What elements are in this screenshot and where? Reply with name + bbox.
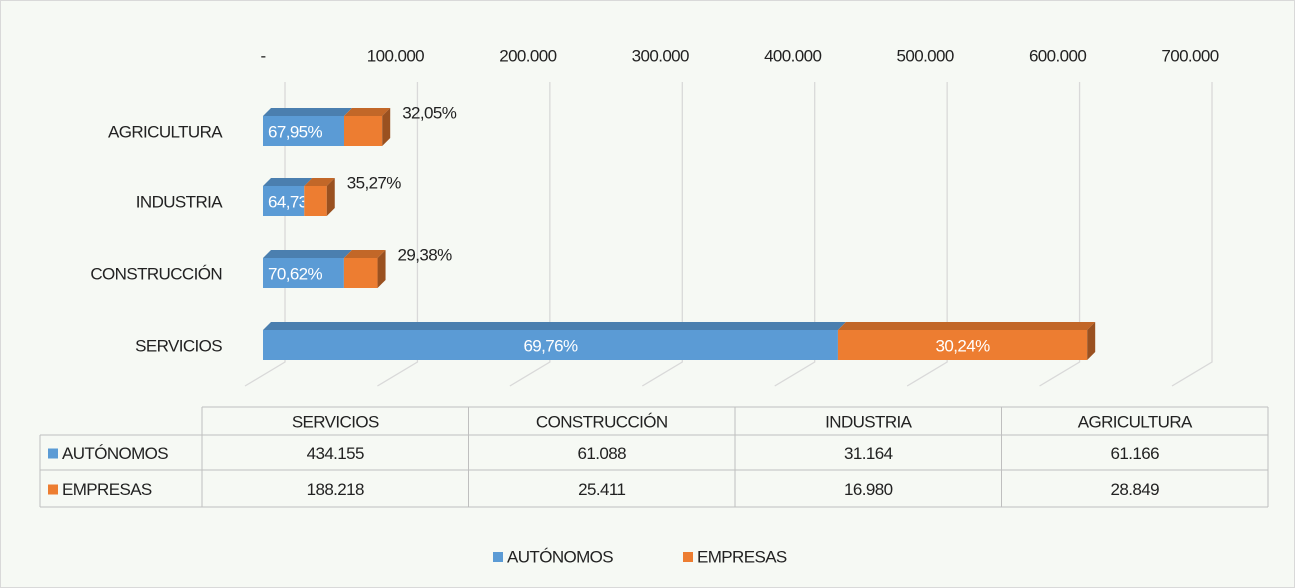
table-cell: 25.411 — [578, 480, 625, 499]
grid-line — [641, 82, 683, 387]
grid-line — [906, 82, 948, 387]
data-label: 30,24% — [936, 336, 991, 355]
bar-top — [837, 322, 1096, 330]
bar-side — [1087, 322, 1096, 360]
x-tick-label: 600.000 — [1029, 46, 1086, 65]
grid-line — [1039, 82, 1081, 387]
table-cell: 188.218 — [307, 480, 364, 499]
table-row-label: AUTÓNOMOS — [62, 444, 168, 463]
x-tick-label: 300.000 — [632, 46, 689, 65]
data-label: 32,05% — [402, 103, 457, 122]
x-tick-label: 100.000 — [367, 46, 424, 65]
table-cell: 434.155 — [307, 444, 364, 463]
grid-line — [377, 82, 419, 387]
x-tick-label: 400.000 — [764, 46, 821, 65]
grid-line — [244, 82, 286, 387]
table-cell: 16.980 — [844, 480, 893, 499]
category-label: SERVICIOS — [135, 336, 222, 355]
legend-label: EMPRESAS — [697, 547, 787, 566]
bar — [263, 258, 344, 288]
bar-top — [263, 250, 352, 258]
table-cell: 31.164 — [844, 444, 893, 463]
bar-top — [344, 108, 391, 116]
bar — [344, 116, 383, 146]
legend-key — [683, 552, 693, 562]
bar — [263, 116, 345, 146]
table-cell: 28.849 — [1111, 480, 1160, 499]
category-label: CONSTRUCCIÓN — [90, 264, 222, 283]
category-label: INDUSTRIA — [136, 192, 223, 211]
table-legend-key — [48, 448, 58, 459]
x-tick-label: 500.000 — [897, 46, 954, 65]
bar — [837, 330, 1088, 360]
data-label: 69,76% — [523, 336, 578, 355]
bar-top — [343, 250, 386, 258]
data-label: 29,38% — [398, 245, 453, 264]
table-cell: 61.166 — [1111, 444, 1160, 463]
table-legend-key — [48, 484, 58, 495]
bar — [263, 330, 838, 360]
bar — [263, 186, 305, 216]
legend-label: AUTÓNOMOS — [507, 547, 613, 566]
grid-line — [774, 82, 816, 387]
bar-top — [263, 322, 846, 330]
table-header: SERVICIOS — [292, 412, 379, 431]
bar-top — [263, 108, 353, 116]
x-tick-label: 200.000 — [499, 46, 556, 65]
bar-side — [382, 108, 391, 146]
category-label: AGRICULTURA — [108, 122, 223, 141]
table-header: INDUSTRIA — [825, 412, 912, 431]
data-label: 70,62% — [268, 264, 323, 283]
bar — [343, 258, 378, 288]
data-label: 35,27% — [347, 173, 402, 192]
table-header: AGRICULTURA — [1078, 412, 1193, 431]
table-cell: 61.088 — [578, 444, 627, 463]
data-label: 67,95% — [268, 122, 323, 141]
grid-line — [509, 82, 551, 387]
grid-line — [1171, 82, 1213, 387]
table-row-label: EMPRESAS — [62, 480, 152, 499]
x-tick-label: 700.000 — [1161, 46, 1218, 65]
bar — [304, 186, 327, 216]
bar-side — [326, 178, 335, 216]
bar-top — [304, 178, 335, 186]
table-header: CONSTRUCCIÓN — [536, 412, 668, 431]
bar-top — [263, 178, 313, 186]
x-tick-label: - — [260, 46, 265, 65]
legend-key — [493, 552, 503, 562]
bar-side — [377, 250, 386, 288]
